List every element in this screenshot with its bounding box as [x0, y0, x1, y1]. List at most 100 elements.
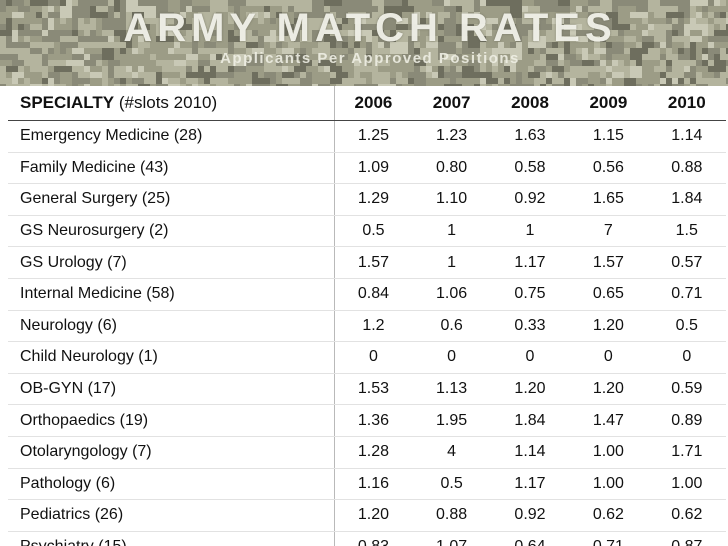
table-row: Emergency Medicine (28) 1.25 1.23 1.63 1.15 1… [8, 120, 726, 153]
camo-patch [660, 24, 672, 30]
camo-patch [642, 60, 654, 66]
camo-patch [276, 18, 282, 24]
camo-patch [60, 6, 72, 18]
rate-cell: 1.13 [412, 373, 491, 406]
camo-patch [42, 6, 48, 18]
rate-cell: 1.20 [569, 310, 648, 343]
camo-patch [438, 18, 444, 24]
camo-patch [378, 0, 384, 6]
camo-patch [570, 78, 576, 86]
camo-patch [708, 18, 714, 24]
camo-patch [6, 60, 12, 66]
camo-patch [318, 78, 336, 84]
camo-patch [474, 24, 480, 30]
camo-patch [300, 72, 306, 78]
specialty-cell: Pathology (6) [8, 468, 335, 501]
camo-patch [366, 54, 372, 60]
match-rates-table-container: SPECIALTY (#slots 2010) 2006 2007 2008 2… [0, 86, 728, 546]
camo-patch [234, 78, 252, 84]
camo-patch [714, 42, 728, 48]
rate-cell: 1.14 [490, 436, 570, 469]
camo-patch [438, 24, 444, 30]
camo-patch [228, 12, 234, 24]
rate-cell: 0 [334, 341, 413, 374]
camo-patch [144, 78, 150, 86]
camo-patch [0, 78, 6, 84]
camo-patch [498, 54, 510, 60]
table-row: Family Medicine (43) 1.09 0.80 0.58 0.56 0.88 [8, 152, 726, 185]
camo-patch [264, 42, 270, 54]
camo-patch [372, 36, 378, 48]
rate-cell: 1.00 [569, 436, 648, 469]
camo-patch [114, 84, 120, 86]
camo-patch [114, 66, 126, 78]
table-row: Otolaryngology (7) 1.28 4 1.14 1.00 1.71 [8, 436, 726, 469]
camo-patch [714, 18, 720, 24]
camo-patch [78, 30, 84, 36]
camo-patch [66, 84, 72, 86]
camo-patch [24, 54, 42, 66]
camo-patch [54, 6, 60, 12]
camo-patch [210, 36, 228, 42]
camo-patch [204, 30, 210, 36]
camo-patch [660, 60, 666, 66]
rate-cell: 0.84 [334, 278, 413, 311]
camo-patch [444, 36, 462, 42]
camo-patch [258, 12, 264, 24]
camo-patch [204, 0, 210, 6]
camo-patch [540, 30, 546, 36]
rate-cell: 0.71 [569, 531, 648, 546]
camo-patch [54, 66, 72, 72]
camo-patch [138, 30, 156, 36]
camo-patch [480, 84, 486, 86]
camo-patch [222, 84, 234, 86]
rate-cell: 1.07 [412, 531, 491, 546]
camo-patch [414, 36, 426, 42]
camo-patch [600, 54, 606, 60]
camo-patch [588, 54, 606, 60]
camo-patch [564, 60, 570, 72]
rate-cell: 1.10 [412, 183, 491, 216]
camo-patch [138, 84, 156, 86]
camo-patch [270, 42, 276, 48]
rate-cell: 1.16 [334, 468, 413, 501]
camo-patch [492, 48, 510, 54]
camo-patch [726, 0, 728, 6]
rate-cell: 0 [490, 341, 570, 374]
camo-patch [240, 18, 258, 30]
camo-patch [192, 72, 210, 78]
camo-patch [540, 84, 546, 86]
camo-patch [702, 30, 708, 36]
camo-patch [0, 36, 6, 48]
camo-patch [126, 18, 132, 30]
camo-patch [234, 30, 240, 36]
camo-patch [606, 60, 612, 66]
camo-patch [60, 72, 72, 84]
rate-cell: 0.89 [647, 404, 726, 437]
camo-patch [708, 6, 720, 12]
camo-patch [192, 24, 198, 36]
camo-patch [180, 78, 186, 84]
camo-patch [246, 48, 252, 60]
camo-patch [618, 6, 624, 12]
rate-cell: 1.71 [647, 436, 726, 469]
camo-patch [342, 30, 348, 36]
camo-patch [246, 36, 258, 42]
camo-patch [678, 60, 696, 66]
rate-cell: 0.6 [412, 310, 491, 343]
camo-patch [264, 36, 270, 42]
table-row: Orthopaedics (19) 1.36 1.95 1.84 1.47 0.89 [8, 404, 726, 437]
rate-cell: 0.62 [647, 499, 726, 532]
camo-patch [498, 84, 510, 86]
camo-patch [720, 54, 726, 60]
camo-patch [462, 66, 474, 78]
camo-patch [306, 66, 318, 72]
rate-cell: 7 [569, 215, 648, 248]
camo-patch [372, 0, 378, 6]
camo-patch [90, 24, 96, 30]
camo-patch [258, 24, 276, 30]
camo-patch [426, 12, 432, 18]
camo-patch [228, 66, 234, 72]
camo-patch [102, 78, 108, 86]
